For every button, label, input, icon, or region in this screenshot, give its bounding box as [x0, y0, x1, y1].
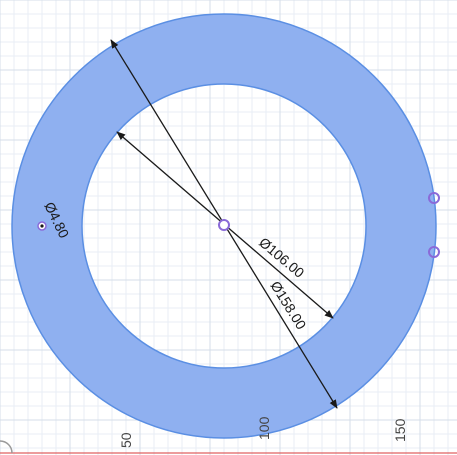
ruler-label-50: 50 — [118, 432, 134, 448]
center-point[interactable] — [219, 220, 229, 230]
ruler-label-150: 150 — [392, 418, 408, 442]
origin-marker — [0, 441, 12, 453]
hole-point[interactable] — [38, 222, 46, 230]
ruler-label-100: 100 — [256, 416, 272, 440]
